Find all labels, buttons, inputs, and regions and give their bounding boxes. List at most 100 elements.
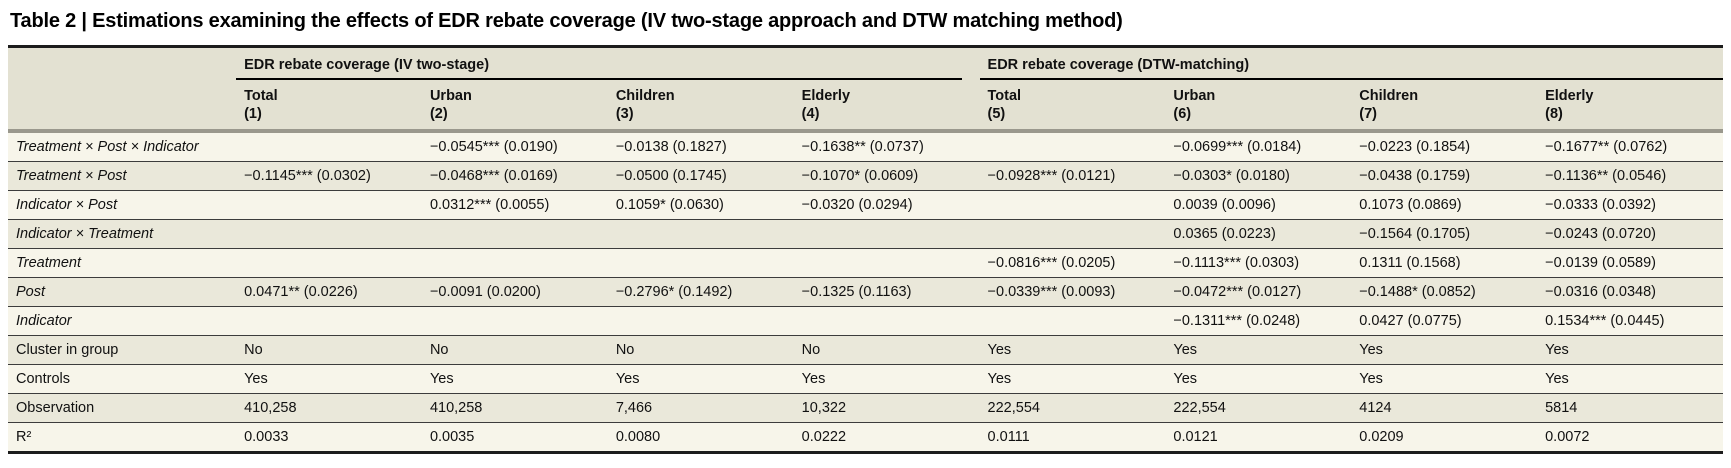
column-number-6: (6) [1165, 105, 1352, 133]
table-cell: −0.1136** (0.0546) [1537, 161, 1723, 191]
column-number-7: (7) [1351, 105, 1538, 133]
table-cell [793, 219, 980, 249]
table-cell: −0.0138 (0.1827) [607, 131, 794, 162]
table-cell: 0.1059* (0.0630) [607, 190, 794, 220]
row-label: Treatment × Post × Indicator [8, 131, 237, 162]
table-cell [607, 248, 794, 278]
column-header-children-7: Children [1351, 80, 1538, 105]
table-cell: −0.0243 (0.0720) [1537, 219, 1723, 249]
table-cell [421, 248, 608, 278]
table-cell: 222,554 [1165, 393, 1352, 423]
table-row: Treatment −0.0816*** (0.0205) −0.1113*** (… [8, 248, 1723, 278]
table-cell: −0.1564 (0.1705) [1351, 219, 1538, 249]
table-cell: −0.1638** (0.0737) [793, 131, 980, 162]
table-cell: No [607, 335, 794, 365]
table-cell: No [236, 335, 422, 365]
table-cell: 0.1073 (0.0869) [1351, 190, 1538, 220]
table-row: Post 0.0471** (0.0226) −0.0091 (0.0200) −0.… [8, 277, 1723, 307]
table-cell [236, 190, 422, 220]
table-cell: −0.2796* (0.1492) [607, 277, 794, 307]
table-cell: −0.0223 (0.1854) [1351, 131, 1538, 162]
table-cell: −0.0472*** (0.0127) [1165, 277, 1352, 307]
table-cell [793, 248, 980, 278]
table-cell: 0.0209 [1351, 422, 1538, 453]
table-cell: 0.1311 (0.1568) [1351, 248, 1538, 278]
table-row: Treatment × Post × Indicator −0.0545*** (… [8, 131, 1723, 162]
table-cell: −0.1145*** (0.0302) [236, 161, 422, 191]
table-row: Indicator −0.1311*** (0.0248) 0.0427 (0.07… [8, 306, 1723, 336]
table-cell: Yes [1165, 364, 1352, 394]
table-cell [979, 219, 1166, 249]
table-cell: 0.0035 [421, 422, 608, 453]
estimation-table: EDR rebate coverage (IV two-stage) EDR r… [8, 45, 1724, 454]
table-cell: Yes [236, 364, 422, 394]
table-cell: −0.0139 (0.0589) [1537, 248, 1723, 278]
table-cell: Yes [1351, 335, 1538, 365]
table-cell [607, 219, 794, 249]
table-cell: −0.0091 (0.0200) [421, 277, 608, 307]
table-cell: 410,258 [236, 393, 422, 423]
table-row: Indicator × Treatment 0.0365 (0.0223) −0.1… [8, 219, 1723, 249]
table-cell [979, 131, 1166, 162]
table-body: Treatment × Post × Indicator −0.0545*** (… [8, 131, 1723, 453]
table-cell: 0.0080 [607, 422, 794, 453]
table-cell [979, 306, 1166, 336]
column-group-row: EDR rebate coverage (IV two-stage) EDR r… [8, 46, 1724, 80]
column-header-urban-2: Urban [421, 80, 608, 105]
column-group-iv-two-stage: EDR rebate coverage (IV two-stage) [236, 46, 980, 80]
table-cell: Yes [1537, 335, 1723, 365]
table-cell: Yes [1351, 364, 1538, 394]
table-cell: −0.0333 (0.0392) [1537, 190, 1723, 220]
table-row: Treatment × Post −0.1145*** (0.0302) −0.04… [8, 161, 1723, 191]
row-label: Cluster in group [8, 335, 237, 365]
column-number-2: (2) [421, 105, 608, 133]
table-cell [236, 219, 422, 249]
table-cell: −0.0468*** (0.0169) [421, 161, 608, 191]
table-cell: −0.0320 (0.0294) [793, 190, 980, 220]
table-cell: −0.1113*** (0.0303) [1165, 248, 1352, 278]
table-cell: 0.0072 [1537, 422, 1723, 453]
table-cell: −0.0545*** (0.0190) [421, 131, 608, 162]
table-cell [979, 190, 1166, 220]
row-label: Treatment × Post [8, 161, 237, 191]
column-header-total-5: Total [979, 80, 1166, 105]
column-header-elderly-4: Elderly [793, 80, 980, 105]
table-cell: 0.0427 (0.0775) [1351, 306, 1538, 336]
table-cell: 0.0365 (0.0223) [1165, 219, 1352, 249]
table-cell: 5814 [1537, 393, 1723, 423]
table-cell: −0.0339*** (0.0093) [979, 277, 1166, 307]
column-number-1: (1) [236, 105, 422, 133]
table-row: Controls Yes Yes Yes Yes Yes Yes Yes Yes [8, 364, 1723, 394]
table-row: Cluster in group No No No No Yes Yes Yes Yes [8, 335, 1723, 365]
table-cell: −0.0438 (0.1759) [1351, 161, 1538, 191]
column-header-urban-6: Urban [1165, 80, 1352, 105]
table-cell [421, 219, 608, 249]
table-cell: −0.0316 (0.0348) [1537, 277, 1723, 307]
table-cell: Yes [421, 364, 608, 394]
column-group-dtw-matching: EDR rebate coverage (DTW-matching) [979, 46, 1724, 80]
table-cell: Yes [1537, 364, 1723, 394]
row-label: Indicator [8, 306, 237, 336]
column-number-4: (4) [793, 105, 980, 133]
table-cell: −0.1488* (0.0852) [1351, 277, 1538, 307]
column-number-5: (5) [979, 105, 1166, 133]
table-cell: Yes [1165, 335, 1352, 365]
table-header: EDR rebate coverage (IV two-stage) EDR r… [8, 46, 1724, 133]
table-cell [236, 248, 422, 278]
table-cell: 222,554 [979, 393, 1166, 423]
table-row: Observation 410,258 410,258 7,466 10,322 222,… [8, 393, 1723, 423]
table-cell: 0.0471** (0.0226) [236, 277, 422, 307]
table-cell: 0.0222 [793, 422, 980, 453]
row-label: Post [8, 277, 237, 307]
table-cell [236, 306, 422, 336]
table-cell: −0.1070* (0.0609) [793, 161, 980, 191]
table-cell: −0.0303* (0.0180) [1165, 161, 1352, 191]
table-cell: 4124 [1351, 393, 1538, 423]
row-label: R² [8, 422, 237, 453]
table-cell: 410,258 [421, 393, 608, 423]
column-number-row: (1) (2) (3) (4) (5) (6) (7) (8) [8, 105, 1723, 133]
table-cell: −0.1677** (0.0762) [1537, 131, 1723, 162]
table-cell: Yes [793, 364, 980, 394]
table-cell: −0.0928*** (0.0121) [979, 161, 1166, 191]
